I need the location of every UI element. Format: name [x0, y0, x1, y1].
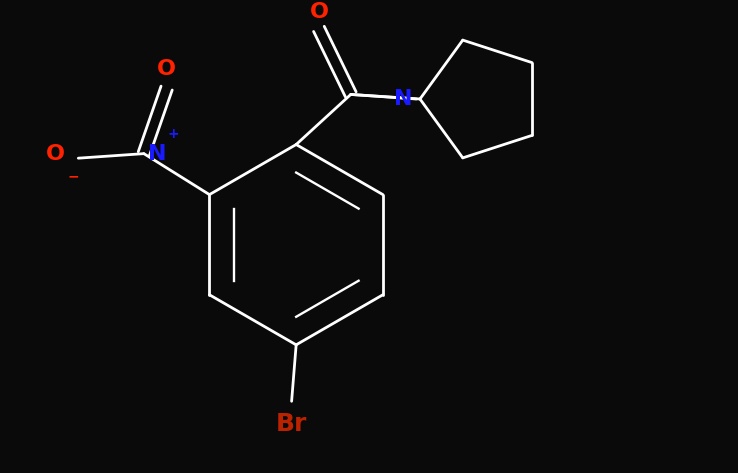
Text: +: + — [168, 127, 179, 140]
Text: −: − — [68, 169, 80, 184]
Text: O: O — [157, 59, 176, 79]
Text: N: N — [148, 144, 167, 164]
Text: O: O — [309, 1, 328, 22]
Text: N: N — [394, 89, 413, 109]
Text: O: O — [46, 144, 65, 164]
Text: Br: Br — [276, 412, 307, 436]
